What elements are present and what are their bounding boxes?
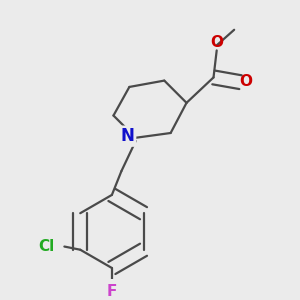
Text: F: F bbox=[107, 284, 117, 299]
Text: O: O bbox=[240, 74, 253, 89]
Text: O: O bbox=[210, 35, 223, 50]
Text: Cl: Cl bbox=[39, 239, 55, 254]
Text: N: N bbox=[121, 127, 135, 145]
